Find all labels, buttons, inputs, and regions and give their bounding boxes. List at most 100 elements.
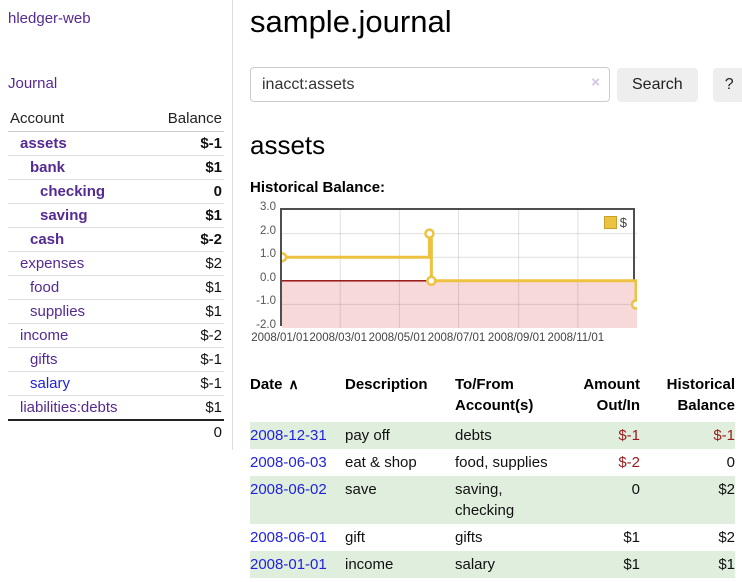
transaction-date-link[interactable]: 2008-01-01 [250, 556, 327, 573]
y-tick-label: -1.0 [256, 295, 276, 308]
account-balance: $1 [149, 299, 224, 324]
account-row: expenses $2 [8, 251, 224, 276]
account-row: saving $1 [8, 203, 224, 228]
account-link[interactable]: income [20, 327, 69, 344]
transaction-accounts: debts [455, 427, 492, 444]
account-link[interactable]: salary [30, 375, 71, 392]
clear-search-icon[interactable]: × [591, 74, 600, 91]
transaction-balance: $2 [718, 529, 735, 546]
y-tick-label: 3.0 [260, 201, 276, 213]
chart-plot-area[interactable]: $ [280, 208, 637, 328]
transaction-accounts: salary [455, 556, 496, 573]
account-balance: $-1 [149, 371, 224, 396]
account-link[interactable]: bank [30, 159, 66, 176]
account-row: checking 0 [8, 179, 224, 204]
transaction-accounts: food, supplies [455, 454, 548, 471]
accounts-total-spacer [8, 419, 150, 444]
transaction-description: eat & shop [345, 454, 417, 471]
account-balance: $-1 [149, 347, 224, 372]
transaction-description: save [345, 481, 377, 498]
transaction-amount: 0 [631, 481, 640, 498]
transaction-accounts: saving, checking [455, 481, 515, 519]
register-col-description: Description [345, 376, 428, 393]
account-link[interactable]: liabilities:debts [20, 399, 118, 416]
register-col-balance: Historical Balance [666, 376, 735, 414]
chart-legend: $ [601, 214, 629, 231]
search-form: × Search ? [250, 67, 742, 102]
help-button[interactable]: ? [712, 67, 742, 102]
register-col-accounts: To/From Account(s) [455, 376, 534, 414]
transaction-amount: $1 [623, 529, 640, 546]
register-row[interactable]: 2008-06-01 gift gifts $1 $2 [250, 524, 735, 551]
account-row: food $1 [8, 275, 224, 300]
search-input[interactable] [250, 67, 610, 102]
account-balance: 0 [149, 179, 224, 204]
register-row[interactable]: 2008-01-01 income salary $1 $1 [250, 551, 735, 578]
register-header-row: Date ∧ Description To/From Account(s) Amo… [250, 372, 735, 422]
search-button[interactable]: Search [617, 67, 698, 102]
transaction-amount: $-1 [618, 427, 640, 444]
historical-balance-chart: 3.0 2.0 1.0 0.0 -1.0 -2.0 $ 2008/01/01 2008/03… [250, 201, 742, 351]
y-tick-label: 1.0 [260, 248, 276, 261]
account-link[interactable]: expenses [20, 255, 85, 272]
legend-swatch-icon [603, 216, 617, 229]
account-link[interactable]: checking [40, 183, 106, 200]
x-tick-label: 2008/09/01 [487, 332, 546, 344]
accounts-total-balance: 0 [149, 419, 224, 444]
y-tick-label: -2.0 [256, 319, 276, 331]
transaction-date-link[interactable]: 2008-12-31 [250, 427, 327, 444]
transaction-balance: $2 [718, 481, 735, 498]
transaction-description: gift [345, 529, 366, 546]
y-tick-label: 0.0 [260, 271, 276, 284]
account-link[interactable]: assets [20, 135, 67, 152]
account-row: supplies $1 [8, 299, 224, 324]
register-col-amount: Amount Out/In [583, 376, 640, 414]
transaction-date-link[interactable]: 2008-06-03 [250, 454, 327, 471]
register-row[interactable]: 2008-12-31 pay off debts $-1 $-1 [250, 422, 735, 449]
account-heading: assets [250, 130, 326, 160]
account-row: liabilities:debts $1 [8, 395, 224, 421]
accounts-header-row: Account Balance [8, 108, 224, 132]
register-col-date-label: Date [250, 376, 283, 393]
accounts-table: Account Balance assets $-1 bank $1 check… [8, 108, 224, 444]
account-link[interactable]: cash [30, 231, 65, 248]
accounts-col-account: Account [8, 108, 150, 132]
x-tick-label: 2008/03/01 [309, 332, 367, 344]
account-link[interactable]: saving [40, 207, 88, 224]
page-title: sample.journal [250, 4, 452, 39]
account-link[interactable]: food [30, 279, 60, 296]
transaction-date-link[interactable]: 2008-06-01 [250, 529, 327, 546]
accounts-total-row: 0 [8, 419, 224, 444]
x-tick-label: 2008/11/01 [547, 332, 605, 344]
nav-journal-link[interactable]: Journal [8, 75, 58, 92]
account-row: bank $1 [8, 155, 224, 180]
register-row[interactable]: 2008-06-03 eat & shop food, supplies $-2… [250, 449, 735, 476]
account-row: gifts $-1 [8, 347, 224, 372]
x-tick-label: 2008/05/01 [368, 332, 427, 344]
account-row: cash $-2 [8, 227, 224, 252]
register-col-date[interactable]: Date ∧ [250, 372, 345, 422]
account-link[interactable]: gifts [30, 351, 58, 368]
chart-canvas [282, 210, 637, 328]
register-row[interactable]: 2008-06-02 save saving, checking 0 $2 [250, 476, 735, 524]
sort-ascending-icon: ∧ [288, 376, 299, 392]
brand-link[interactable]: hledger-web [8, 10, 91, 27]
account-balance: $-2 [149, 227, 224, 252]
account-balance: $-1 [149, 131, 224, 156]
accounts-col-balance: Balance [149, 108, 224, 132]
account-link[interactable]: supplies [30, 303, 86, 320]
transaction-description: income [345, 556, 394, 573]
y-tick-label: 2.0 [260, 224, 276, 237]
x-tick-label: 2008/07/01 [427, 332, 486, 344]
account-balance: $1 [149, 203, 224, 228]
search-input-wrap: × [250, 67, 610, 102]
account-balance: $1 [149, 155, 224, 180]
transaction-date-link[interactable]: 2008-06-02 [250, 481, 327, 498]
transaction-balance: $1 [718, 556, 735, 573]
transaction-amount: $1 [623, 556, 640, 573]
account-balance: $1 [149, 395, 224, 421]
sidebar: hledger-web Journal Account Balance asse… [0, 0, 233, 450]
account-balance: $-2 [149, 323, 224, 348]
transaction-balance: 0 [726, 454, 735, 471]
